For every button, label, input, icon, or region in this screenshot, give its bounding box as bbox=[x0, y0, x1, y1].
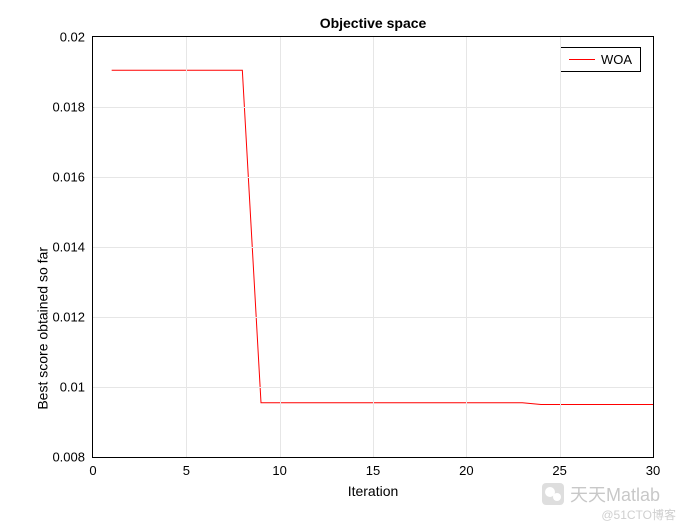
grid-line-horizontal bbox=[93, 247, 653, 248]
legend: WOA bbox=[560, 47, 641, 72]
legend-swatch bbox=[569, 59, 595, 60]
y-axis-label: Best score obtained so far bbox=[35, 247, 51, 410]
y-tick-label: 0.016 bbox=[52, 170, 85, 185]
y-tick-label: 0.01 bbox=[60, 380, 85, 395]
wechat-icon bbox=[542, 483, 564, 505]
x-axis-label: Iteration bbox=[348, 483, 399, 499]
grid-line-horizontal bbox=[93, 107, 653, 108]
x-tick-label: 10 bbox=[272, 463, 286, 478]
x-tick-label: 5 bbox=[183, 463, 190, 478]
x-tick-label: 25 bbox=[552, 463, 566, 478]
y-tick-label: 0.014 bbox=[52, 240, 85, 255]
x-tick-label: 30 bbox=[646, 463, 660, 478]
y-tick-label: 0.008 bbox=[52, 450, 85, 465]
y-tick-label: 0.012 bbox=[52, 310, 85, 325]
chart-title: Objective space bbox=[320, 15, 427, 31]
x-tick-label: 0 bbox=[89, 463, 96, 478]
x-tick-label: 20 bbox=[459, 463, 473, 478]
grid-line-horizontal bbox=[93, 387, 653, 388]
legend-label: WOA bbox=[601, 52, 632, 67]
plot-area: Objective space Iteration Best score obt… bbox=[92, 36, 654, 458]
grid-line-horizontal bbox=[93, 317, 653, 318]
watermark-primary: 天天Matlab bbox=[542, 481, 660, 507]
watermark-secondary: @51CTO博客 bbox=[601, 506, 676, 523]
grid-line-horizontal bbox=[93, 177, 653, 178]
y-tick-label: 0.02 bbox=[60, 30, 85, 45]
x-tick-label: 15 bbox=[366, 463, 380, 478]
y-tick-label: 0.018 bbox=[52, 100, 85, 115]
watermark-primary-text: 天天Matlab bbox=[570, 481, 660, 507]
